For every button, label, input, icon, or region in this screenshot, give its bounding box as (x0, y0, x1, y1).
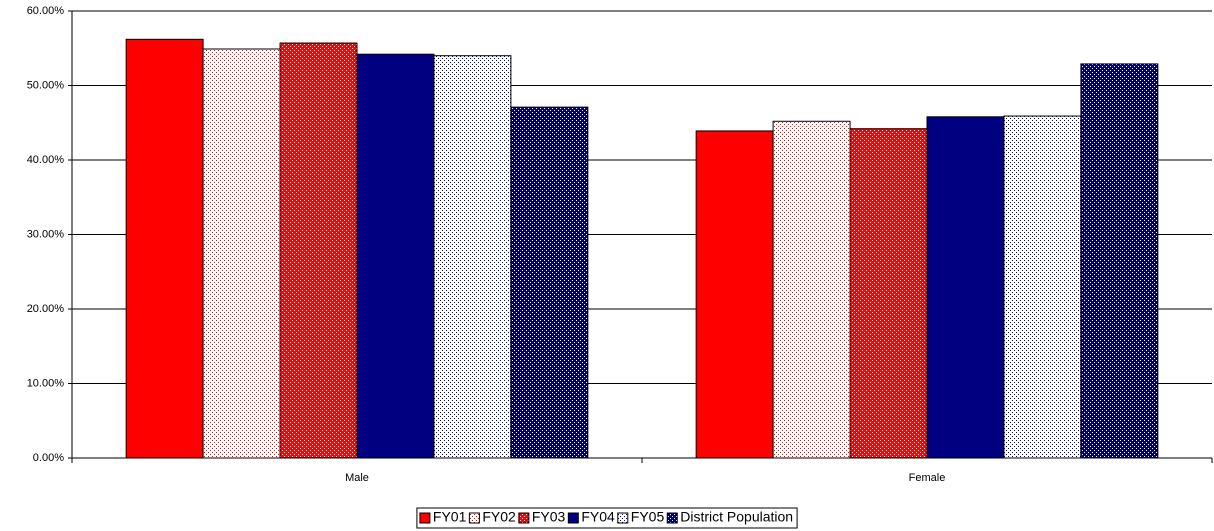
x-tick-label: Male (345, 472, 369, 484)
legend: FY01 FY02 FY03 FY04 FY05 District Population (416, 507, 798, 529)
y-tick-label: 50.00% (27, 79, 65, 91)
y-tick-label: 20.00% (27, 303, 65, 315)
legend-label: FY01 (433, 509, 467, 525)
bar (926, 116, 1005, 459)
bar (202, 48, 281, 459)
legend-swatch (419, 512, 431, 524)
legend-label: FY05 (631, 509, 665, 525)
bar (433, 55, 512, 459)
legend-swatch (468, 512, 480, 524)
bar (849, 128, 928, 459)
bar (695, 130, 774, 459)
legend-label: FY03 (532, 509, 566, 525)
legend-label: District Population (680, 509, 793, 525)
legend-swatch (666, 512, 678, 524)
y-tick-label: 30.00% (27, 228, 65, 240)
y-tick-label: 60.00% (27, 5, 65, 17)
bar (125, 38, 204, 459)
bar (772, 120, 851, 459)
legend-swatch (567, 512, 579, 524)
bar (279, 42, 358, 459)
y-tick-label: 40.00% (27, 154, 65, 166)
y-tick-label: 10.00% (27, 377, 65, 389)
bar (510, 106, 589, 459)
bar (1080, 63, 1159, 459)
legend-swatch (518, 512, 530, 524)
y-tick-label: 0.00% (33, 452, 64, 464)
bar (1003, 115, 1082, 459)
bar (356, 53, 435, 459)
legend-box (416, 507, 798, 529)
legend-label: FY04 (581, 509, 615, 525)
legend-label: FY02 (482, 509, 516, 525)
x-tick-label: Female (909, 472, 946, 484)
legend-swatch (617, 512, 629, 524)
